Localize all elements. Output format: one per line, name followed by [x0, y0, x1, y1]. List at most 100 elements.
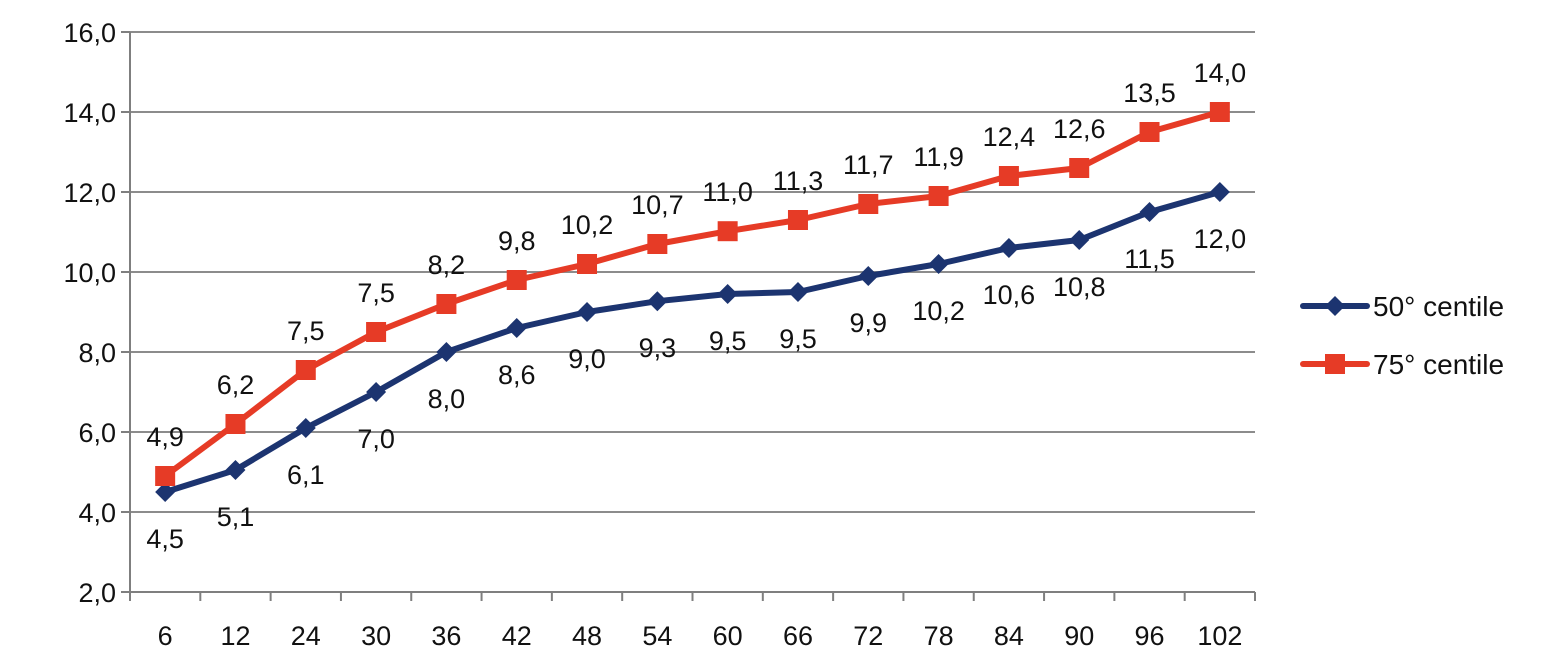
data-label: 13,5 — [1123, 78, 1176, 108]
x-tick-label: 72 — [853, 621, 883, 651]
legend-label: 50° centile — [1373, 291, 1504, 322]
data-label: 9,9 — [850, 308, 888, 338]
data-point-marker — [506, 270, 527, 290]
y-tick-label: 6,0 — [78, 418, 116, 448]
data-point-marker — [295, 418, 316, 438]
legend-marker — [1325, 354, 1345, 374]
data-label: 9,5 — [709, 326, 747, 356]
x-tick-label: 30 — [361, 621, 391, 651]
data-point-marker — [928, 254, 949, 274]
gridlines — [130, 31, 1255, 513]
data-point-marker — [1069, 230, 1090, 250]
data-point-marker — [225, 460, 246, 480]
data-label: 10,2 — [561, 210, 614, 240]
data-point-marker — [717, 284, 738, 304]
data-label: 8,6 — [498, 360, 536, 390]
data-point-marker — [436, 342, 457, 362]
x-tick-label: 66 — [783, 621, 813, 651]
data-label: 6,1 — [287, 460, 325, 490]
data-point-marker — [295, 360, 316, 380]
data-point-marker — [998, 166, 1019, 186]
x-tick-label: 78 — [924, 621, 954, 651]
data-label: 8,2 — [428, 250, 466, 280]
data-point-marker — [225, 414, 246, 434]
data-label: 10,6 — [983, 280, 1036, 310]
x-tick-label: 84 — [994, 621, 1024, 651]
data-point-marker — [1209, 102, 1230, 122]
data-point-marker — [506, 318, 527, 338]
y-tick-label: 10,0 — [63, 258, 116, 288]
x-tick-label: 48 — [572, 621, 602, 651]
x-tick-label: 12 — [220, 621, 250, 651]
axes: 2,0 4,0 6,0 8,0 10,0 12,0 14,0 16,0 6 12 24 30 36 42 4… — [63, 18, 1256, 651]
data-point-marker — [155, 482, 176, 502]
data-point-marker — [1139, 122, 1160, 142]
data-label: 10,7 — [631, 190, 684, 220]
x-tick-label: 102 — [1197, 621, 1242, 651]
data-point-marker — [436, 294, 457, 314]
data-point-marker — [577, 302, 598, 322]
series-line-75-centile — [162, 109, 1223, 479]
y-tick-label: 2,0 — [78, 578, 116, 608]
x-tick-label: 60 — [713, 621, 743, 651]
data-label: 10,2 — [912, 296, 965, 326]
y-tick-label: 4,0 — [78, 498, 116, 528]
data-point-marker — [577, 254, 598, 274]
data-label: 12,6 — [1053, 114, 1106, 144]
data-point-marker — [647, 234, 668, 254]
data-label: 4,5 — [146, 524, 184, 554]
data-label: 11,0 — [702, 177, 753, 207]
data-point-marker — [928, 186, 949, 206]
x-tick-label: 96 — [1135, 621, 1165, 651]
data-label: 11,5 — [1124, 244, 1175, 274]
data-label: 7,5 — [357, 278, 395, 308]
legend-marker — [1325, 296, 1345, 316]
data-label: 6,2 — [217, 370, 255, 400]
x-tick-label: 90 — [1064, 621, 1094, 651]
data-label: 9,5 — [779, 324, 817, 354]
legend: 50° centile 75° centile — [1300, 291, 1504, 380]
data-point-marker — [366, 382, 387, 402]
data-label: 12,4 — [983, 122, 1036, 152]
y-tick-label: 8,0 — [78, 338, 116, 368]
x-tick-label: 42 — [502, 621, 532, 651]
data-label: 9,3 — [639, 333, 677, 363]
series-lines — [155, 102, 1230, 502]
x-tick-label: 54 — [642, 621, 672, 651]
data-point-marker — [858, 194, 879, 214]
legend-label: 75° centile — [1373, 349, 1504, 380]
data-label: 14,0 — [1194, 58, 1247, 88]
data-label: 11,7 — [843, 150, 894, 180]
x-tick-label: 36 — [431, 621, 461, 651]
data-point-marker — [787, 282, 808, 302]
data-point-marker — [647, 291, 668, 312]
data-point-marker — [1139, 202, 1160, 222]
x-tick-label: 24 — [291, 621, 321, 651]
data-point-marker — [717, 221, 738, 242]
data-label: 7,0 — [357, 424, 395, 454]
y-tick-label: 16,0 — [63, 18, 116, 48]
data-label: 10,8 — [1053, 272, 1106, 302]
data-point-marker — [858, 266, 879, 286]
data-point-marker — [155, 466, 176, 486]
data-label: 12,0 — [1194, 224, 1247, 254]
data-label: 11,3 — [773, 166, 824, 196]
data-label: 8,0 — [428, 384, 466, 414]
y-tick-label: 14,0 — [63, 98, 116, 128]
data-point-marker — [366, 322, 387, 342]
data-point-marker — [787, 210, 808, 230]
data-point-marker — [1069, 158, 1090, 178]
data-point-marker — [998, 238, 1019, 258]
data-label: 9,8 — [498, 226, 536, 256]
data-label: 11,9 — [913, 142, 964, 172]
data-labels: 4,5 5,1 6,1 7,0 8,0 8,6 9,0 9,3 9,5 9,5 9,9 10,2 10,… — [146, 58, 1246, 554]
data-point-marker — [1209, 182, 1230, 202]
data-label: 9,0 — [568, 344, 606, 374]
y-tick-label: 12,0 — [63, 178, 116, 208]
data-label: 7,5 — [287, 316, 325, 346]
data-label: 4,9 — [146, 422, 184, 452]
x-tick-label: 6 — [158, 621, 173, 651]
series-line-50-centile — [162, 189, 1223, 495]
